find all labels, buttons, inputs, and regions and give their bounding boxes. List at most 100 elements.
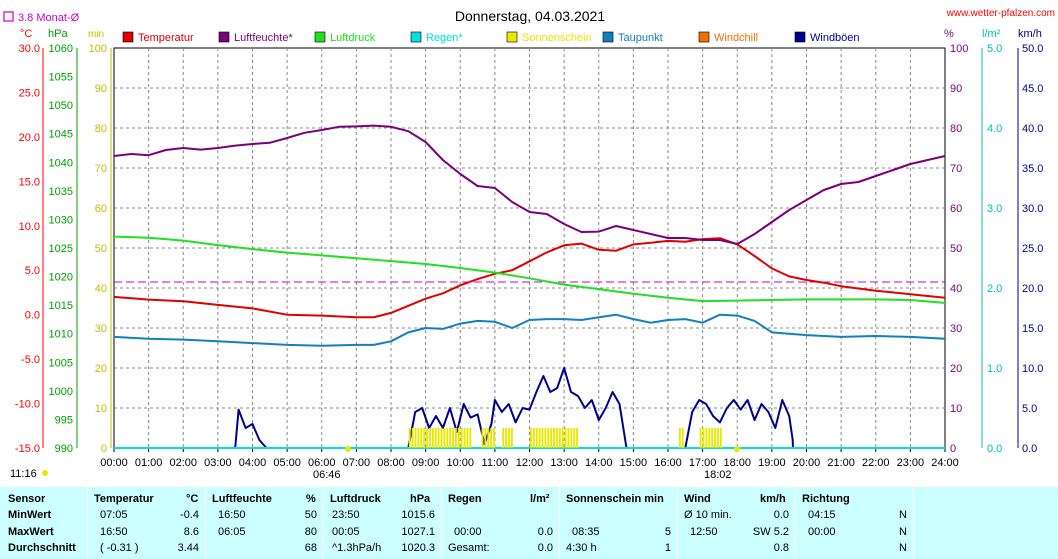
stats-unit-rain: l/m² (530, 493, 550, 505)
sunshine-bar (532, 428, 535, 448)
x-tick-label: 11:00 (482, 457, 509, 469)
axis-tick-label: 1040 (49, 157, 73, 169)
x-tick-label: 18:00 (723, 457, 751, 469)
stats-cell: Gesamt: (448, 542, 490, 554)
sunshine-bar (463, 428, 466, 448)
axis-tick-label: 1035 (49, 186, 73, 198)
axis-tick-label: 1060 (49, 43, 73, 55)
axis-tick-label: 0 (950, 443, 956, 455)
stats-col-wind: Wind km/h Ø 10 min. 0.0 12:50 SW 5.2 0.8 (678, 487, 796, 559)
sunshine-bar (449, 428, 452, 448)
legend: Temperatur Luftfeuchte* Luftdruck Regen* Son… (122, 31, 860, 44)
axis-tick-label: 1025 (49, 243, 73, 255)
axis-tick-label: 0.0 (987, 443, 1002, 455)
stats-cell: 1020.3 (401, 542, 435, 554)
legend-label: Windböen (810, 32, 860, 44)
sunshine-bar (446, 428, 449, 448)
stats-cell: 4:30 h (566, 542, 597, 554)
sunshine-bar (576, 428, 579, 448)
x-tick-label: 22:00 (862, 457, 890, 469)
axis-tick-label: 50 (950, 243, 962, 255)
axis-tick-label: 30 (95, 323, 107, 335)
sunshine-bar (460, 428, 463, 448)
axis-tick-label: 1050 (49, 100, 73, 112)
axis-tick-label: 1000 (49, 386, 73, 398)
sunshine-bar (457, 428, 460, 448)
legend-label: Luftfeuchte* (234, 32, 293, 44)
axis-tick-label: 20.0 (1022, 283, 1043, 295)
stats-cell: -0.4 (180, 509, 199, 521)
sunset-icon (734, 446, 740, 452)
axis-tick-label: 40.0 (1022, 123, 1043, 135)
stats-col-sun: Sonnenschein min 08:35 5 4:30 h 1 (560, 487, 678, 559)
sunshine-bar (493, 428, 495, 448)
sunrise-icon (345, 446, 351, 452)
stats-col-hum: Luftfeuchte % 16:50 50 06:05 80 68 (206, 487, 324, 559)
sunshine-bar (714, 428, 716, 448)
sunshine-bar (443, 428, 446, 448)
sunshine-bar (434, 428, 437, 448)
axis-tick-label: 70 (950, 163, 962, 175)
stats-cell: ( -0.31 ) (100, 542, 139, 554)
legend-label: Windchill (714, 32, 758, 44)
stats-col-dir: Richtung 04:15 N 00:00 N N (796, 487, 914, 559)
series-line (113, 235, 946, 304)
x-tick-label: 10:00 (446, 457, 474, 469)
sunshine-bar (705, 428, 708, 448)
legend-swatch (506, 31, 518, 43)
sunshine-bar (558, 428, 561, 448)
axis-tick-label: 0.0 (1022, 443, 1037, 455)
axis-tick-label: -15.0 (15, 443, 40, 455)
axis-tick-label: 25.0 (1022, 243, 1043, 255)
x-tick-label: 13:00 (550, 457, 578, 469)
sunshine-bar (699, 428, 702, 448)
legend-swatch (698, 31, 710, 43)
stats-cell: N (899, 509, 907, 521)
stats-cell: 16:50 (218, 509, 246, 521)
axis-tick-label: 995 (55, 414, 73, 426)
site-link[interactable]: www.wetter-pfalzen.com (946, 8, 1055, 19)
stats-cell: 1 (664, 542, 671, 554)
x-tick-label: 15:00 (620, 457, 648, 469)
rain-legend-label: 3.8 Monat-Ø (18, 12, 80, 24)
chart-title: Donnerstag, 04.03.2021 (455, 8, 605, 24)
axis-tick-label: 5.0 (1022, 403, 1037, 415)
axis-tick-label: 100 (950, 43, 968, 55)
sunshine-bar (466, 428, 469, 448)
stats-col-press: Luftdruck hPa 23:50 1015.6 00:05 1027.1 … (324, 487, 442, 559)
stats-cell: 0.0 (537, 526, 553, 538)
stats-unit-hum: % (306, 493, 316, 505)
stats-cell: 0.0 (773, 509, 789, 521)
x-tick-label: 16:00 (654, 457, 682, 469)
axis-tick-label: 5.0 (987, 43, 1002, 55)
axis-tick-label: 0.0 (25, 310, 40, 322)
stats-col-temp: Temperatur °C 07:05 -0.4 16:50 8.6 ( -0.… (88, 487, 206, 559)
stats-header-rain: Regen (448, 493, 482, 505)
unit-hum: % (944, 28, 954, 40)
stats-cell: 08:35 (572, 526, 600, 538)
axis-tick-label: 40 (95, 283, 107, 295)
stats-cell: 5 (664, 526, 671, 538)
axis-tick-label: 1055 (49, 72, 73, 84)
axis-tick-label: 15.0 (1022, 323, 1043, 335)
stats-col-rain: Regen l/m² 00:00 0.0 Gesamt: 0.0 (442, 487, 560, 559)
axis-tick-label: 90 (950, 83, 962, 95)
sunshine-bar (550, 428, 553, 448)
sunshine-bar (570, 428, 573, 448)
stats-header-wind: Wind (684, 493, 711, 505)
axis-tick-label: 20 (950, 363, 962, 375)
stats-header-press: Luftdruck (330, 493, 381, 505)
sunset-time: 18:02 (704, 469, 732, 481)
x-tick-label: 09:00 (412, 457, 440, 469)
sunshine-bar (417, 428, 420, 448)
stats-cell: 1015.6 (401, 509, 435, 521)
axis-tick-label: 15.0 (19, 176, 40, 188)
axis-tick-label: 20 (95, 363, 107, 375)
axis-tick-label: 35.0 (1022, 163, 1043, 175)
axis-tick-label: -10.0 (15, 399, 40, 411)
sunshine-bar (414, 428, 417, 448)
sunshine-bar (411, 428, 414, 448)
stats-header-temp: Temperatur (94, 493, 154, 505)
stats-cell: 23:50 (332, 509, 360, 521)
sunshine-bar (681, 428, 684, 448)
